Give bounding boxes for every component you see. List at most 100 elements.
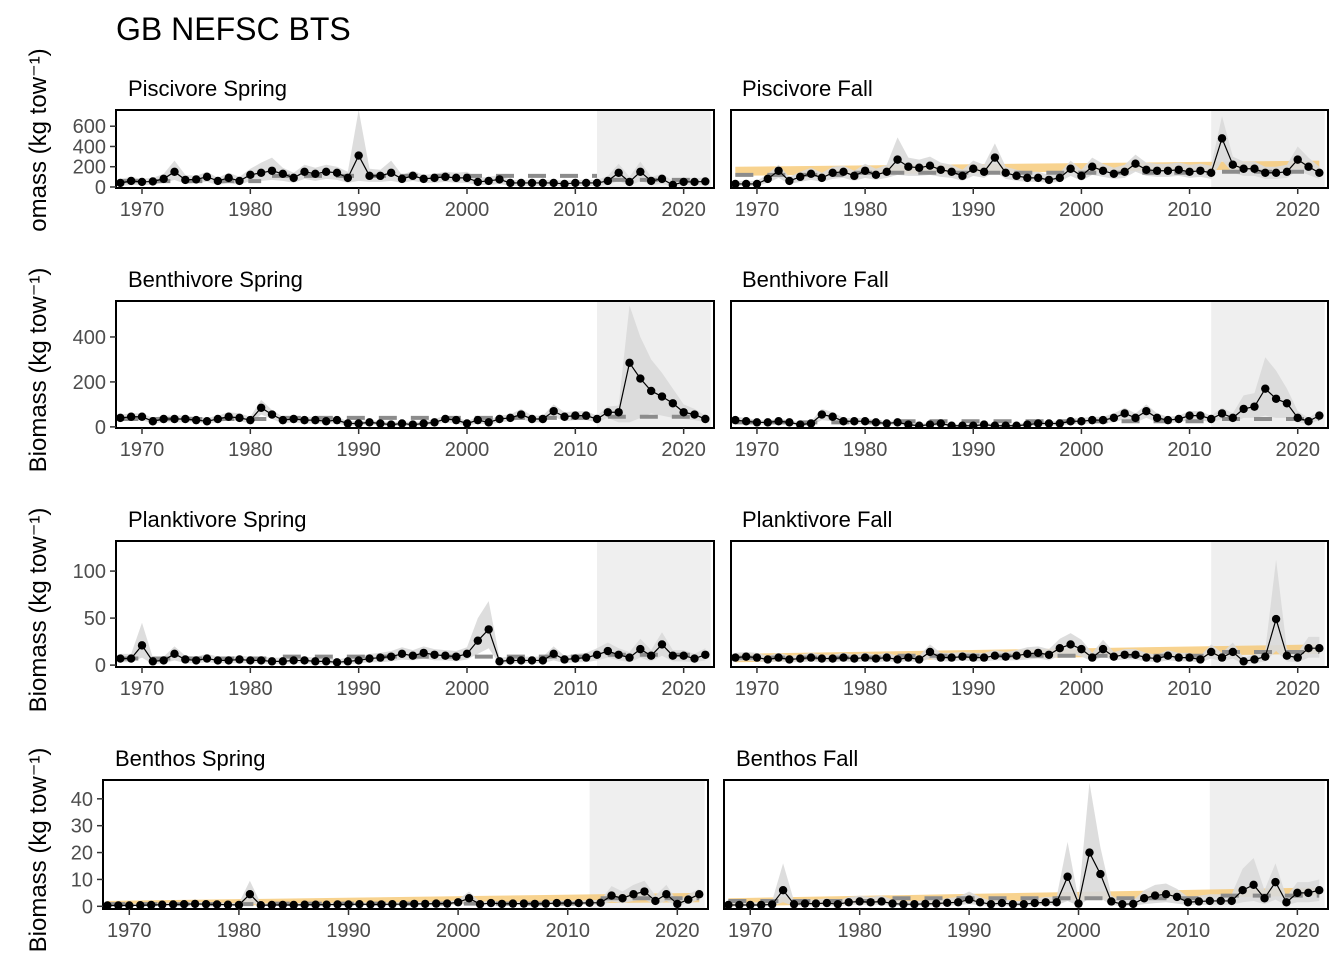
data-point [585, 898, 594, 908]
data-point [990, 153, 1000, 162]
x-tick-label: 2000 [445, 439, 490, 461]
data-point [560, 412, 569, 421]
data-point [495, 175, 504, 184]
data-point [289, 414, 298, 424]
data-point [1066, 164, 1075, 173]
data-point [1250, 164, 1259, 173]
x-tick-label: 2020 [1275, 199, 1320, 221]
data-point [441, 651, 450, 660]
x-tick-label: 2020 [1275, 439, 1320, 461]
y-tick-label: 50 [84, 608, 106, 630]
data-point [126, 654, 136, 663]
data-point [246, 415, 255, 425]
data-point [646, 386, 656, 396]
data-point [246, 656, 255, 665]
data-point [563, 898, 572, 908]
data-point [1271, 614, 1281, 624]
data-point [408, 171, 418, 181]
data-point [235, 655, 244, 664]
data-point [668, 180, 678, 188]
data-point [541, 899, 550, 908]
x-tick-label: 2010 [1167, 199, 1212, 221]
data-point [936, 419, 946, 428]
data-point [1033, 173, 1043, 183]
data-point [1142, 165, 1151, 174]
data-point [625, 358, 634, 368]
data-point [741, 417, 751, 426]
data-point [289, 173, 298, 183]
panel-plot-area [103, 780, 705, 909]
panel-title: Planktivore Spring [128, 507, 307, 532]
panel-title: Benthivore Fall [742, 267, 889, 292]
x-tick-label: 1990 [336, 678, 381, 700]
data-point [289, 900, 298, 909]
panel-plot-area [731, 110, 1325, 188]
data-point [1131, 159, 1140, 168]
y-tick-label: 0 [95, 177, 106, 199]
data-point [267, 657, 277, 666]
data-point [731, 653, 740, 662]
data-point [1055, 643, 1064, 653]
data-point [344, 900, 353, 909]
data-point [377, 900, 386, 909]
data-point [1282, 167, 1292, 176]
data-point [451, 173, 461, 183]
data-point [1293, 888, 1302, 898]
data-point [137, 412, 147, 421]
data-point [1282, 898, 1291, 907]
x-tick-label: 1990 [947, 920, 992, 942]
data-point [256, 403, 266, 412]
data-point [376, 419, 385, 428]
data-point [904, 653, 913, 662]
data-point [516, 178, 526, 188]
data-point [1098, 415, 1108, 425]
data-point [844, 898, 853, 907]
data-point [1077, 417, 1086, 426]
x-tick-label: 1980 [843, 199, 888, 221]
data-point [343, 173, 353, 183]
data-point [1315, 643, 1324, 653]
data-point [495, 414, 504, 424]
data-point [1163, 651, 1173, 660]
data-point [806, 419, 816, 428]
data-point [651, 896, 660, 906]
data-point [1216, 896, 1225, 906]
data-point [690, 177, 699, 187]
data-point [332, 168, 342, 178]
data-point [125, 901, 134, 909]
data-point [202, 654, 212, 663]
data-point [560, 655, 569, 664]
data-point [1261, 168, 1270, 178]
x-tick-label: 2020 [1275, 678, 1320, 700]
data-point [311, 900, 320, 909]
data-point [1315, 168, 1324, 178]
y-tick-label: 200 [73, 372, 106, 394]
data-point [1271, 168, 1281, 178]
x-tick-label: 2010 [1167, 439, 1212, 461]
data-point [741, 652, 751, 661]
data-point [148, 417, 158, 426]
data-point [774, 166, 783, 175]
data-point [817, 654, 827, 663]
x-tick-label: 2000 [436, 920, 481, 942]
data-point [157, 900, 167, 909]
data-point [235, 413, 244, 423]
data-point [397, 419, 407, 428]
data-point [1304, 417, 1313, 426]
data-point [245, 890, 255, 899]
panel-4: Benthivore Fall 1970 1980 1990 2000 2010 2020 [730, 267, 1329, 461]
data-point [936, 165, 946, 174]
data-point [1150, 891, 1160, 900]
data-point [354, 656, 363, 665]
data-point [538, 656, 548, 665]
data-point [560, 179, 569, 188]
data-point [625, 177, 634, 187]
data-point [997, 898, 1007, 908]
data-point [789, 899, 799, 909]
y-tick-label: 0 [82, 896, 93, 918]
data-point [114, 901, 123, 909]
data-point [181, 175, 190, 185]
data-point [893, 655, 902, 664]
data-point [421, 899, 430, 909]
